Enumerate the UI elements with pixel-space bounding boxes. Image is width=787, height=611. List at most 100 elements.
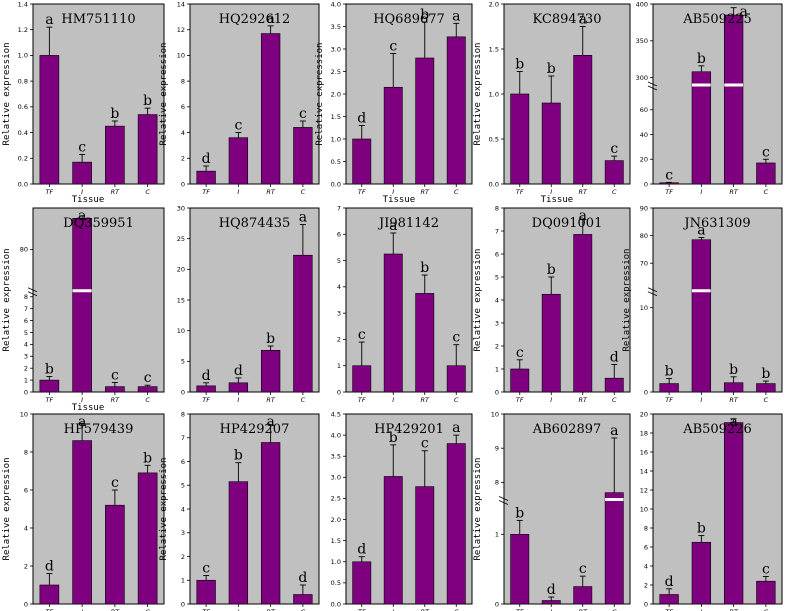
ytick-label: 2	[181, 553, 185, 561]
chart-title: KC894730	[533, 12, 602, 27]
ytick-label: 0	[644, 388, 648, 396]
xtick-label: I	[700, 188, 702, 196]
xtick-label: C	[764, 608, 769, 611]
xtick-label: RT	[111, 396, 121, 404]
chart-title: AB509226	[682, 422, 752, 437]
xtick-label: RT	[111, 608, 121, 611]
bar	[723, 14, 744, 185]
xtick-label: I	[700, 608, 702, 611]
bar	[659, 594, 679, 605]
ytick-label: 20	[640, 156, 648, 164]
significance-letter: b	[266, 331, 275, 347]
bar	[228, 382, 249, 393]
significance-letter: d	[610, 349, 619, 365]
xtick-label: TF	[46, 188, 54, 196]
ytick-label: 5	[181, 358, 185, 366]
xtick-label: RT	[579, 396, 589, 404]
xtick-label: RT	[266, 188, 276, 196]
significance-letter: b	[45, 362, 54, 378]
bar	[293, 127, 313, 185]
significance-letter: b	[665, 364, 674, 380]
ytick-label: 3.0	[331, 474, 341, 482]
xtick-label: RT	[266, 396, 276, 404]
bar	[228, 137, 249, 185]
bar	[293, 254, 313, 393]
xtick-label: C	[764, 188, 769, 196]
ytick-label: 18	[640, 429, 648, 437]
y-axis-label: Relative expression	[622, 249, 632, 352]
significance-letter: b	[515, 57, 524, 73]
axis-break-mark	[647, 287, 658, 293]
chart-title: HM751110	[61, 12, 135, 27]
ytick-label: 10	[177, 52, 185, 60]
significance-letter: c	[358, 327, 366, 343]
bar	[723, 422, 744, 605]
bar	[573, 54, 593, 185]
significance-letter: a	[452, 8, 460, 24]
chart-panel: 0.0 0.5 1.0 1.5 2.0 b TF b Ia RT c C KC894730 Relativ…	[473, 0, 631, 205]
ytick-label: 0.0	[489, 180, 499, 188]
ytick-label: 400	[636, 0, 648, 8]
chart-title: AB602897	[532, 422, 602, 437]
chart-panel: 0.0 0.5 1.0 1.5 2.0 2.5 3.0 3.5 4.0 d TF c Ib RT a C HQ6…	[315, 0, 473, 205]
chart-panel: 0 2 4 6 8 10 12 14 d TF c Ia RT c C HQ292612 Relative ex…	[159, 0, 320, 196]
ytick-label: 0	[337, 388, 341, 396]
ytick-label: 0	[181, 180, 185, 188]
significance-letter: a	[697, 223, 705, 239]
chart-panel: 0.0 0.5 1.0 1.5 2.0 2.5 3.0 3.5 4.0 4.5 d TF b Ic RT a C…	[331, 410, 473, 611]
ytick-label: 3	[24, 353, 28, 361]
xtick-label: C	[764, 396, 769, 404]
chart-panel: 0 10 70 80 90 b TF a Ib RT b C JN631309 Relative expr…	[622, 204, 783, 404]
chart-title: DQ359951	[63, 216, 134, 231]
axis-break-mark	[647, 291, 658, 297]
significance-letter: d	[665, 574, 674, 590]
xtick-label: I	[237, 608, 239, 611]
xtick-label: I	[550, 396, 552, 404]
ytick-label: 6	[337, 231, 341, 239]
x-axis-label: Tissue	[541, 195, 574, 205]
significance-letter: b	[420, 260, 429, 276]
bar	[196, 579, 216, 605]
bar	[756, 580, 776, 605]
significance-letter: b	[420, 7, 429, 23]
ytick-label: 0.0	[331, 600, 341, 608]
ytick-label: 9	[495, 445, 499, 453]
significance-letter: a	[739, 4, 747, 20]
ytick-label: 90	[640, 204, 648, 212]
ytick-label: 1.5	[489, 45, 499, 53]
y-axis-label: Relative expression	[159, 43, 169, 146]
bar	[604, 160, 624, 185]
xtick-label: I	[700, 396, 702, 404]
ytick-label: 0.8	[18, 77, 28, 85]
ytick-label: 4	[181, 129, 185, 137]
bar	[691, 239, 712, 393]
plot-area	[189, 413, 320, 605]
ytick-label: 0.6	[18, 103, 28, 111]
significance-letter: d	[547, 582, 556, 598]
ytick-label: 2	[337, 336, 341, 344]
ytick-label: 1	[495, 365, 499, 373]
significance-letter: a	[610, 423, 618, 439]
ytick-label: 12	[177, 26, 185, 34]
chart-panel: 0 2 4 6 8 10 d TF a Ic RT b C HP579439 Relative expres…	[2, 410, 165, 611]
chart-title: JI981142	[377, 216, 439, 231]
xtick-label: C	[454, 396, 459, 404]
ytick-label: 14	[640, 467, 648, 475]
bar	[260, 442, 281, 605]
ytick-label: 0	[24, 600, 28, 608]
significance-letter: c	[516, 345, 524, 361]
plot-area	[652, 413, 783, 605]
significance-letter: b	[547, 61, 556, 77]
ytick-label: 70	[640, 260, 648, 268]
xtick-label: I	[237, 188, 239, 196]
bar	[510, 93, 530, 185]
ytick-label: 1.5	[331, 537, 341, 545]
ytick-label: 2	[181, 155, 185, 163]
bar	[541, 102, 561, 185]
ytick-label: 350	[636, 37, 648, 45]
ytick-label: 16	[640, 448, 648, 456]
significance-letter: d	[298, 570, 307, 586]
bar	[293, 594, 313, 605]
significance-letter: d	[202, 368, 211, 384]
ytick-label: 8	[24, 293, 28, 301]
